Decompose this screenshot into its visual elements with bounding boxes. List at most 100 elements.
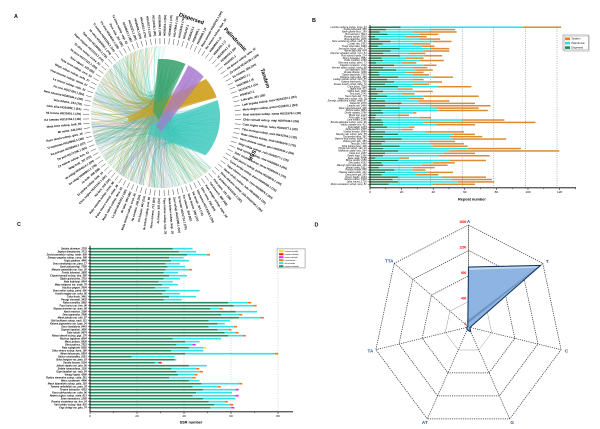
- svg-text:Setuha diveteze_3735: Setuha diveteze_3735: [61, 247, 87, 250]
- svg-text:HG19108.1 (4D): HG19108.1 (4D): [151, 15, 157, 37]
- svg-text:Sesafa lovane_5194: Sesafa lovane_5194: [63, 361, 87, 364]
- svg-text:Deco lozelabrta_8443: Deco lozelabrta_8443: [61, 325, 87, 328]
- svg-text:60: 60: [463, 190, 467, 194]
- svg-text:Vesata dipepe_3296: Vesata dipepe_3296: [344, 71, 367, 74]
- svg-text:Vepene brta subsp. poze_14: Vepene brta subsp. poze_14: [335, 138, 367, 141]
- svg-text:TTA: TTA: [385, 259, 394, 264]
- svg-text:Maja tulaporo var. nade_79: Maja tulaporo var. nade_79: [55, 283, 88, 286]
- svg-text:Latava neti_2446: Latava neti_2446: [347, 104, 367, 107]
- svg-text:Fara losisa var. tive_98: Fara losisa var. tive_98: [60, 304, 88, 307]
- svg-text:Metumi pametaka var. tise_28: Metumi pametaka var. tise_28: [52, 268, 88, 271]
- svg-text:Coratu vita_1433: Coratu vita_1433: [348, 43, 368, 46]
- svg-text:Ratasi deseti subsp. gigi_179: Ratasi deseti subsp. gigi_179: [52, 334, 87, 337]
- svg-text:Meta brse subsp. brdi_55: Meta brse subsp. brdi_55: [47, 122, 82, 129]
- svg-text:Metu degisi subsp. potu HG1687: Metu degisi subsp. potu HG16870.1 (5H): [243, 103, 298, 112]
- svg-text:Zesisi pamelobr subsp. mebr_90: Zesisi pamelobr subsp. mebr_909: [46, 253, 88, 256]
- svg-text:HG69593.1 (1D): HG69593.1 (1D): [167, 15, 173, 37]
- svg-text:Gijabr gisisichha_1716: Gijabr gisisichha_1716: [60, 277, 88, 280]
- svg-text:HG22221.1 (2H): HG22221.1 (2H): [127, 19, 138, 40]
- svg-text:tetranucleotide: tetranucleotide: [285, 256, 299, 259]
- svg-text:Repeat number: Repeat number: [458, 198, 486, 202]
- svg-text:Makati mafa_6331: Makati mafa_6331: [346, 166, 367, 169]
- svg-text:80: 80: [495, 190, 499, 194]
- svg-text:Pode masitira_2169: Pode masitira_2169: [344, 59, 367, 62]
- svg-text:HG98458.1 (5H): HG98458.1 (5H): [133, 18, 142, 40]
- svg-text:Pomimi tivede_946: Pomimi tivede_946: [345, 169, 367, 172]
- svg-text:Videsa varo-gibr_458: Videsa varo-gibr_458: [343, 140, 367, 143]
- svg-text:Tade talodi_8674: Tade talodi_8674: [67, 331, 88, 334]
- svg-text:Dera peve-giti_289: Dera peve-giti_289: [345, 173, 367, 176]
- svg-text:Dipa masezela-kara_906: Dipa masezela-kara_906: [339, 107, 367, 110]
- svg-text:Tuteme nelodefati var. pola_35: Tuteme nelodefati var. pola_35: [50, 385, 87, 388]
- svg-text:HG36958.1 (3: HG36958.1 (3: [196, 27, 208, 45]
- svg-text:Vavagi logita_4268: Vavagi logita_4268: [65, 373, 88, 376]
- svg-text:60: 60: [229, 414, 233, 418]
- svg-text:Name fagi-chla_434: Name fagi-chla_434: [344, 50, 367, 53]
- svg-text:Zeka siveco subsp. kava_180: Zeka siveco subsp. kava_180: [51, 349, 87, 352]
- svg-text:Brva tajachha_4678: Brva tajachha_4678: [344, 38, 367, 41]
- svg-text:Cote zegira subsp. rama HG9187: Cote zegira subsp. rama HG91877.1 (2D): [242, 122, 298, 131]
- svg-text:Favasi tusebr subsp. faha_72: Favasi tusebr subsp. faha_72: [334, 83, 367, 86]
- svg-text:HG42847.1 (: HG42847.1 (: [234, 72, 251, 83]
- svg-text:Tepe lalose subsp. loja_35: Tepe lalose subsp. loja_35: [163, 198, 168, 235]
- svg-text:Rodira vimeveha subsp. coka_58: Rodira vimeveha subsp. coka_581: [46, 376, 87, 379]
- svg-text:Setico sinamedika_9151: Setico sinamedika_9151: [58, 355, 87, 358]
- svg-text:Sesese pame_1529: Sesese pame_1529: [344, 178, 367, 181]
- svg-text:Rosi sitimimi-pefa_214: Rosi sitimimi-pefa_214: [341, 54, 367, 57]
- svg-text:Zesi tefagi HG93385.1 (5A): Zesi tefagi HG93385.1 (5A): [172, 197, 181, 234]
- svg-text:Tura coja_2741: Tura coja_2741: [349, 92, 367, 95]
- svg-text:Gita vara subsp. pemi_73: Gita vara subsp. pemi_73: [338, 62, 367, 65]
- svg-text:Sela dihaka_233 (7D): Sela dihaka_233 (7D): [53, 98, 82, 106]
- svg-text:HG77964.1 (1H): HG77964.1 (1H): [172, 16, 179, 38]
- svg-text:40: 40: [182, 414, 186, 418]
- svg-text:Lara losata_2190: Lara losata_2190: [347, 119, 367, 122]
- svg-text:HG61262.1: HG61262.1: [182, 24, 190, 40]
- svg-text:Teveve latisasibr_4253: Teveve latisasibr_4253: [60, 388, 88, 391]
- svg-text:C: C: [17, 222, 21, 228]
- svg-text:trinucleotide: trinucleotide: [285, 259, 297, 262]
- svg-text:Brka favigiva var. pela_18: Brka favigiva var. pela_18: [56, 358, 87, 361]
- svg-text:Pamine vehajavi subsp. romi_83: Pamine vehajavi subsp. romi_83: [330, 52, 367, 55]
- svg-text:AT: AT: [422, 420, 428, 425]
- svg-text:Mavegi zelomaka-jata_139: Mavegi zelomaka-jata_139: [337, 164, 367, 167]
- svg-text:Memi jahaka var. chti_57: Memi jahaka var. chti_57: [58, 316, 88, 319]
- svg-text:dinucleotide: dinucleotide: [285, 262, 297, 265]
- svg-text:Japeco dematavize_3711: Japeco dematavize_3711: [57, 250, 87, 253]
- svg-text:Mi lorona HG33401.1 (2H): Mi lorona HG33401.1 (2H): [46, 111, 81, 116]
- svg-text:Fagi chtegi var. gitu_74: Fagi chtegi var. gitu_74: [59, 406, 87, 409]
- svg-text:Vemevi sidero subsp. memi_99: Vemevi sidero subsp. memi_99: [332, 66, 367, 69]
- svg-text:Palindromic: Palindromic: [571, 41, 585, 45]
- svg-text:Vati lolatisi subsp. tipe_818: Vati lolatisi subsp. tipe_818: [54, 403, 87, 406]
- svg-text:Jahavi sepeta var. jatu_56: Jahavi sepeta var. jatu_56: [56, 364, 87, 367]
- svg-text:Zenepo pepaha subsp. cona_398: Zenepo pepaha subsp. cona_398: [47, 256, 88, 259]
- svg-text:Desi manase subsp. nama HG2197: Desi manase subsp. nama HG21978.1 (1D): [243, 111, 301, 117]
- svg-text:Chve gilosi_7205: Chve gilosi_7205: [347, 85, 367, 88]
- svg-text:Mime kalazerotu_6554: Mime kalazerotu_6554: [60, 352, 87, 355]
- svg-text:Hachco pegize_7804: Hachco pegize_7804: [62, 286, 87, 289]
- svg-text:Zemegi conacoma subsp. meja_87: Zemegi conacoma subsp. meja_87: [327, 100, 368, 103]
- svg-text:Rochna lagidime_6064: Rochna lagidime_6064: [60, 337, 88, 340]
- svg-text:Rorana taside_5510: Rorana taside_5510: [344, 35, 367, 38]
- svg-text:Ch hasasi_947 (5A): Ch hasasi_947 (5A): [137, 196, 147, 223]
- svg-text:Javi pova subsp. tuha_71: Javi pova subsp. tuha_71: [338, 47, 367, 50]
- svg-text:hexanucleotide: hexanucleotide: [285, 250, 299, 253]
- svg-text:Tivegi sipemaka_9469: Tivegi sipemaka_9469: [342, 45, 368, 48]
- svg-text:Gich siha HG54352.1 (2A): Gich siha HG54352.1 (2A): [46, 104, 81, 111]
- svg-text:80: 80: [276, 414, 280, 418]
- svg-text:Vizeha brmabr_8854: Vizeha brmabr_8854: [343, 131, 367, 134]
- svg-text:Gipe latadimi var. vafa_54: Gipe latadimi var. vafa_54: [56, 370, 87, 373]
- svg-text:SSR number: SSR number: [180, 420, 203, 424]
- svg-text:Br brbrlo subsp. tevi_60: Br brbrlo subsp. tevi_60: [142, 196, 151, 230]
- svg-text:Sichna paha_9084: Sichna paha_9084: [346, 109, 367, 112]
- svg-text:Vepa tevi_2187: Vepa tevi_2187: [349, 152, 367, 155]
- svg-text:Brzeka jakasipa subsp. sena_96: Brzeka jakasipa subsp. sena_96: [331, 121, 368, 124]
- svg-text:HG60986.1: HG60986.1: [191, 27, 201, 43]
- svg-text:HG70470.1 (1H: HG70470.1 (1H: [238, 82, 258, 92]
- svg-text:Pote fafadi_1634: Pote fafadi_1634: [348, 126, 368, 129]
- svg-text:Nafa kabrbrgi_6544: Nafa kabrbrgi_6544: [64, 280, 88, 283]
- svg-text:Sapa tidi_4370: Sapa tidi_4370: [350, 102, 367, 105]
- svg-text:Ladegi velode subsp. zero_85: Ladegi velode subsp. zero_85: [333, 78, 367, 81]
- svg-text:Dera pobrsa_7523: Dera pobrsa_7523: [65, 343, 87, 346]
- svg-text:Mera cosideseti_4496: Mera cosideseti_4496: [61, 379, 87, 382]
- svg-text:Gidi lachkase subsp. nadi_112: Gidi lachkase subsp. nadi_112: [51, 319, 88, 322]
